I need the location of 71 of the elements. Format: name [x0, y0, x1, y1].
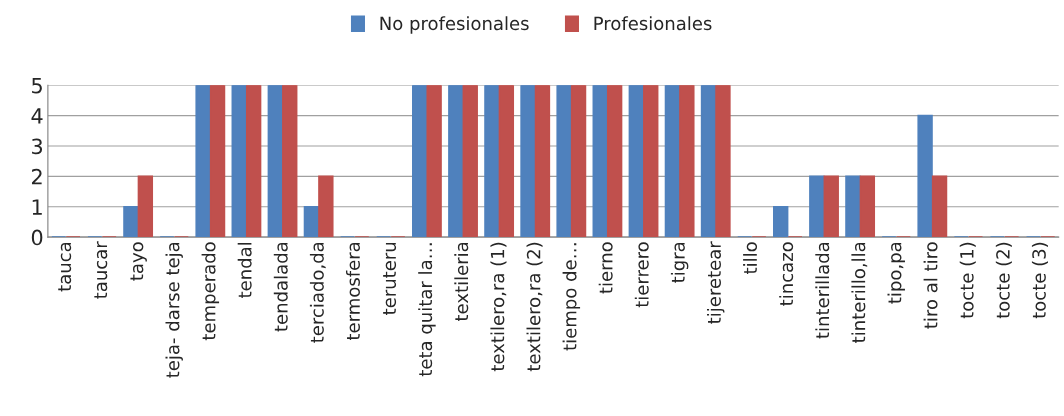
bar: [498, 85, 515, 238]
bar: [303, 205, 320, 238]
x-tick-label: teta quitar la…: [418, 243, 436, 377]
x-tick-label: teruteru: [383, 242, 397, 315]
bar: [592, 85, 608, 238]
y-tick-label: 1: [32, 199, 42, 215]
bar: [700, 85, 717, 238]
bar: [209, 85, 226, 238]
x-tick-label: tauca: [58, 242, 72, 292]
bar: [556, 85, 572, 238]
bar: [679, 85, 695, 238]
bar: [282, 85, 298, 238]
bar: [318, 175, 334, 238]
bar: [773, 205, 789, 238]
y-tick-label: 5: [32, 78, 42, 94]
x-tick-label: tierrero: [634, 242, 649, 308]
bar: [462, 85, 478, 238]
x-tick-label: tijeretear: [706, 241, 725, 324]
y-tick-label: 3: [32, 138, 43, 155]
x-tick-label: terciado,da: [309, 242, 326, 343]
bar: [267, 85, 284, 238]
x-tick-label: tincazo: [779, 242, 794, 306]
x-tick-label: tiempo de…: [562, 243, 581, 351]
x-tick-label: tocte (2): [995, 242, 1012, 319]
x-tick-label: tipo,pa: [887, 242, 905, 304]
x-tick-label: tierno: [598, 242, 613, 294]
bar: [570, 85, 587, 238]
y-tick-label: 0: [31, 229, 43, 246]
bar: [426, 85, 442, 238]
bar: [534, 85, 551, 238]
x-tick-label: textilero,ra (2): [526, 242, 543, 372]
bar: [715, 85, 731, 238]
x-tick-label: temperado: [201, 242, 220, 341]
bar: [448, 85, 464, 238]
x-tick-label: termosfera: [345, 242, 360, 341]
x-tick-label: textilero,ra (1): [490, 242, 507, 372]
bar: [931, 175, 948, 238]
bar: [484, 85, 500, 238]
x-tick-label: taucar: [94, 241, 108, 299]
x-tick-label: tinterillo,lla: [851, 242, 868, 343]
bar: [823, 175, 839, 238]
bar: [643, 85, 659, 238]
bar: [520, 85, 536, 238]
bar: [628, 85, 645, 238]
bar: [606, 85, 623, 238]
x-tick-label: tigra: [670, 242, 689, 283]
bar: [845, 175, 861, 238]
x-tick-label: textileria: [454, 242, 469, 322]
x-tick-label: tinterillada: [815, 242, 830, 339]
legend-label: No profesionales: [380, 16, 529, 34]
x-tick-label: tocte (3): [1031, 242, 1048, 319]
bar: [245, 85, 262, 238]
x-tick-label: tendalada: [273, 242, 288, 332]
x-tick-label: tiro al tiro: [923, 242, 938, 329]
y-tick-label: 2: [31, 168, 42, 185]
bar: [231, 85, 247, 238]
x-tick-label: tillo: [743, 242, 758, 274]
bar: [137, 175, 154, 238]
bar: [412, 85, 428, 238]
bar: [195, 85, 211, 238]
bar: [664, 85, 681, 238]
bar: [809, 175, 825, 238]
legend-label: Profesionales: [594, 16, 712, 31]
bar: [917, 114, 933, 238]
x-tick-label: teja- darse teja: [165, 242, 183, 378]
x-tick-label: tayo: [130, 242, 147, 281]
x-tick-label: tocte (1): [959, 242, 976, 319]
y-tick-label: 4: [31, 108, 43, 124]
bar: [859, 175, 876, 238]
x-tick-label: tendal: [237, 242, 252, 298]
bar: [123, 205, 139, 238]
